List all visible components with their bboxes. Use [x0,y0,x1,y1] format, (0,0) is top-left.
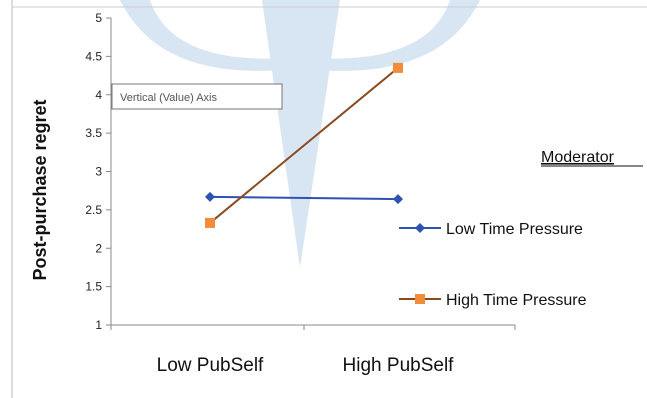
data-point-high-time-pressure[interactable] [205,217,215,228]
y-tick-label: 3 [95,165,102,179]
legend-label-high-time-pressure: High Time Pressure [446,292,587,309]
y-tick-label: 1 [95,318,102,332]
y-axis[interactable]: 1 1.5 2 2.5 3 3.5 4 4.5 5 [85,11,112,332]
legend-title: Moderator [541,149,615,166]
series-layer [205,62,403,228]
x-tick-label-low-pubself: Low PubSelf [157,355,264,376]
x-tick-label-high-pubself: High PubSelf [343,355,455,376]
y-tick-label: 1.5 [85,280,102,294]
y-tick-label: 3.5 [85,126,102,140]
x-axis [110,324,516,330]
legend-marker-diamond [415,223,425,233]
axis-tooltip: Vertical (Value) Axis [111,83,283,110]
y-tick-label: 2 [95,241,102,255]
legend-marker-square [415,294,425,304]
data-point-low-time-pressure[interactable] [205,191,215,202]
data-point-low-time-pressure[interactable] [393,194,403,205]
y-tick-label: 5 [95,11,102,25]
axis-tooltip-text: Vertical (Value) Axis [120,92,218,104]
series-line-high-time-pressure [209,67,399,224]
y-tick-label: 4 [95,88,102,102]
data-point-high-time-pressure[interactable] [393,62,403,73]
legend: Moderator Low Time Pressure High Time Pr… [399,149,643,309]
y-axis-label: Post-purchase regret [30,99,50,280]
y-tick-label: 4.5 [85,49,102,63]
y-tick-label: 2.5 [85,203,102,217]
legend-label-low-time-pressure: Low Time Pressure [446,221,583,238]
